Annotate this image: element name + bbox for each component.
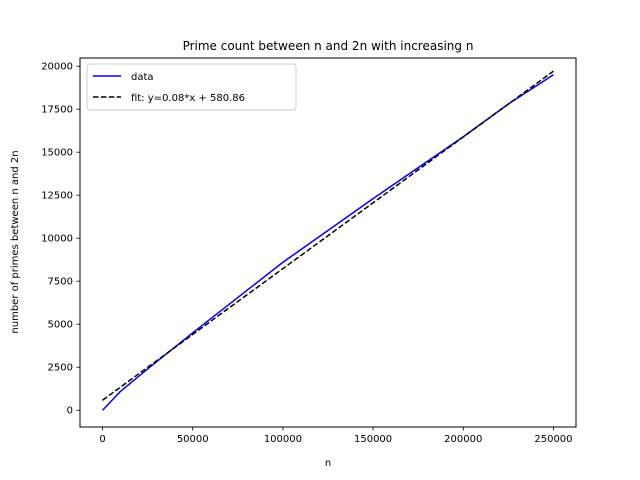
y-tick-label: 7500 xyxy=(48,277,73,288)
legend: data fit: y=0.08*x + 580.86 xyxy=(86,63,297,111)
x-axis-ticks: 0 50000 100000 150000 200000 250000 xyxy=(99,427,573,445)
y-tick-label: 12500 xyxy=(41,191,73,202)
x-tick-label: 0 xyxy=(99,434,105,445)
series-lines xyxy=(102,70,554,411)
legend-label-fit: fit: y=0.08*x + 580.86 xyxy=(131,93,245,104)
x-tick-label: 50000 xyxy=(177,434,209,445)
y-tick-label: 0 xyxy=(67,406,73,417)
y-axis-ticks: 0 2500 5000 7500 10000 12500 15000 17500 20000 xyxy=(41,62,80,417)
x-tick-label: 100000 xyxy=(264,434,302,445)
fit-series-line xyxy=(102,70,554,401)
axes-frame xyxy=(79,57,577,428)
y-tick-label: 20000 xyxy=(41,62,73,73)
x-tick-label: 150000 xyxy=(354,434,392,445)
plot-area: 0 50000 100000 150000 200000 250000 0 2500 5000… xyxy=(41,57,577,445)
x-tick-label: 200000 xyxy=(444,434,482,445)
y-tick-label: 15000 xyxy=(41,148,73,159)
chart-title: Prime count between n and 2n with increa… xyxy=(183,39,474,53)
x-axis-label: n xyxy=(325,458,331,469)
y-tick-label: 17500 xyxy=(41,105,73,116)
legend-box xyxy=(86,63,297,111)
y-axis-label: number of primes between n and 2n xyxy=(10,150,21,333)
x-tick-label: 250000 xyxy=(534,434,572,445)
y-tick-label: 2500 xyxy=(48,363,73,374)
y-tick-label: 5000 xyxy=(48,320,73,331)
y-tick-label: 10000 xyxy=(41,234,73,245)
legend-label-data: data xyxy=(131,72,154,83)
